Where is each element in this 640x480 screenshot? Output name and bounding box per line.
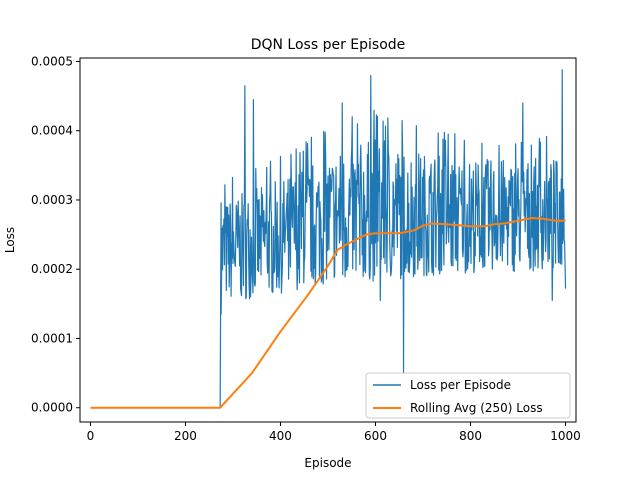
- series-line-rolling-avg: [90, 216, 566, 409]
- x-tick-label: 200: [174, 429, 197, 443]
- y-tick-label: 0.0000: [31, 401, 73, 415]
- y-tick-label: 0.0003: [31, 193, 73, 207]
- x-tick-label: 800: [459, 429, 482, 443]
- x-axis-title: Episode: [304, 456, 351, 470]
- x-tick-label: 1000: [550, 429, 581, 443]
- legend-label-loss: Loss per Episode: [410, 378, 511, 392]
- plot-area: [90, 69, 567, 409]
- y-axis: 0.0000 0.0001 0.0002 0.0003 0.0004 0.0005: [31, 54, 80, 415]
- y-tick-label: 0.0002: [31, 262, 73, 276]
- y-axis-title: Loss: [3, 227, 17, 253]
- x-tick-label: 0: [87, 429, 95, 443]
- chart-title: DQN Loss per Episode: [251, 37, 406, 53]
- y-tick-label: 0.0004: [31, 124, 73, 138]
- x-tick-label: 600: [364, 429, 387, 443]
- y-tick-label: 0.0005: [31, 54, 73, 68]
- legend: Loss per Episode Rolling Avg (250) Loss: [365, 372, 571, 419]
- legend-box: [365, 372, 571, 419]
- plot-frame: [79, 57, 577, 423]
- x-tick-label: 400: [269, 429, 292, 443]
- y-tick-label: 0.0001: [31, 331, 73, 345]
- legend-label-rolling-avg: Rolling Avg (250) Loss: [410, 401, 543, 415]
- x-axis: 0 200 400 600 800 1000: [87, 422, 581, 443]
